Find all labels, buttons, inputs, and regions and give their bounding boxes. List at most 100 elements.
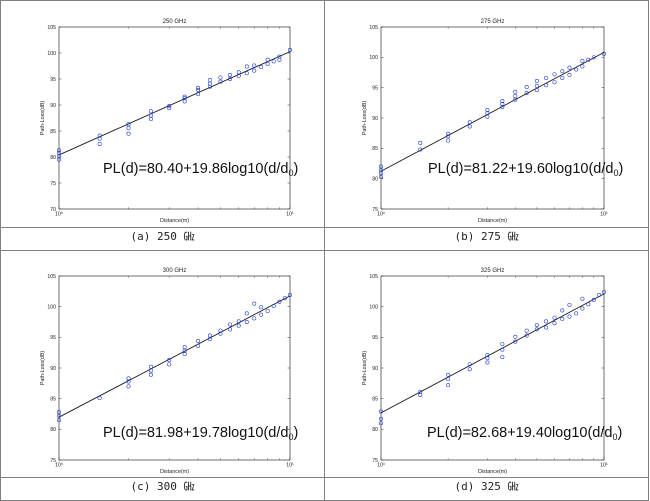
y-tick-label: 105 (47, 25, 56, 31)
data-point (485, 108, 490, 113)
chart-title: 325 GHz (481, 268, 505, 274)
data-point (167, 362, 172, 367)
plot-area (380, 26, 605, 210)
data-point (167, 106, 172, 111)
data-point (524, 333, 529, 338)
y-axis-label: Path-Loss(dB) (362, 101, 368, 136)
data-point (196, 339, 201, 344)
y-tick-label: 85 (372, 396, 378, 402)
fit-line (380, 293, 605, 414)
y-tick-label: 85 (372, 146, 378, 152)
chart-cell-d: 325 GHz 75 80 85 90 95 100 105 10⁰ 10¹ Distance(m)… (324, 250, 649, 478)
y-tick-label: 80 (372, 176, 378, 182)
data-point (228, 322, 233, 327)
data-point (552, 321, 557, 326)
data-point (580, 296, 585, 301)
y-tick-label: 80 (372, 427, 378, 433)
data-point (228, 327, 233, 332)
data-point (534, 83, 539, 88)
data-point (167, 104, 172, 109)
data-point (167, 358, 172, 363)
data-point (259, 312, 264, 317)
x-axis-label: Distance(m) (478, 469, 507, 475)
caption-c: (c) 300 ㎓ (0, 477, 325, 501)
data-point (418, 140, 423, 145)
data-point (244, 71, 249, 76)
data-point (513, 89, 518, 94)
data-point (236, 70, 241, 75)
y-tick-label: 90 (372, 366, 378, 372)
data-point (252, 301, 257, 306)
data-point (252, 68, 257, 73)
data-point (467, 120, 472, 125)
data-point (418, 392, 423, 397)
data-point (196, 343, 201, 348)
y-tick-label: 70 (50, 207, 56, 213)
data-point (591, 297, 596, 302)
y-tick-label: 90 (50, 103, 56, 109)
y-tick-label: 105 (47, 274, 56, 280)
x-tick-label: 10¹ (286, 212, 294, 218)
data-point (126, 131, 131, 136)
data-point (148, 113, 153, 118)
caption-a: (a) 250 ㎓ (0, 227, 325, 251)
chart-title: 275 GHz (481, 19, 505, 25)
data-point (560, 69, 565, 74)
data-point (182, 96, 187, 101)
data-point (586, 302, 591, 307)
data-point (97, 133, 102, 138)
data-point (378, 416, 383, 421)
data-point (586, 57, 591, 62)
data-point (196, 87, 201, 92)
data-point (97, 142, 102, 147)
data-point (524, 91, 529, 96)
data-point (196, 85, 201, 90)
plot-area (58, 26, 291, 210)
data-point (485, 360, 490, 365)
y-tick-label: 80 (50, 427, 56, 433)
y-tick-label: 105 (369, 274, 378, 280)
data-point (56, 410, 61, 415)
data-point (418, 389, 423, 394)
y-tick-label: 105 (369, 25, 378, 31)
data-point (265, 308, 270, 313)
data-point (218, 331, 223, 336)
data-point (513, 339, 518, 344)
data-point (265, 57, 270, 62)
data-point (467, 367, 472, 372)
data-point (148, 109, 153, 114)
data-point (534, 88, 539, 93)
data-point (378, 171, 383, 176)
data-point (544, 75, 549, 80)
data-point (126, 122, 131, 127)
data-point (148, 364, 153, 369)
data-point (378, 164, 383, 169)
data-point (378, 409, 383, 414)
data-point (252, 63, 257, 68)
data-point (56, 418, 61, 423)
data-point (228, 77, 233, 82)
data-point (446, 372, 451, 377)
x-axis-label: Distance(m) (478, 218, 507, 224)
data-point (244, 311, 249, 316)
y-tick-label: 100 (47, 304, 56, 310)
data-point (513, 334, 518, 339)
x-tick-label: 10⁰ (377, 463, 385, 469)
data-point (207, 78, 212, 83)
data-point (271, 59, 276, 64)
data-point (271, 304, 276, 309)
data-point (534, 323, 539, 328)
data-point (500, 342, 505, 347)
data-point (148, 372, 153, 377)
data-point (126, 376, 131, 381)
data-point (207, 333, 212, 338)
data-point (218, 79, 223, 84)
data-point (182, 94, 187, 99)
data-point (446, 134, 451, 139)
data-point (500, 105, 505, 110)
data-point (282, 296, 287, 301)
chart-cell-b: 275 GHz 75 80 85 90 95 100 105 10⁰ 10¹ Distance(m)… (324, 0, 649, 228)
data-point (534, 327, 539, 332)
data-point (552, 80, 557, 85)
